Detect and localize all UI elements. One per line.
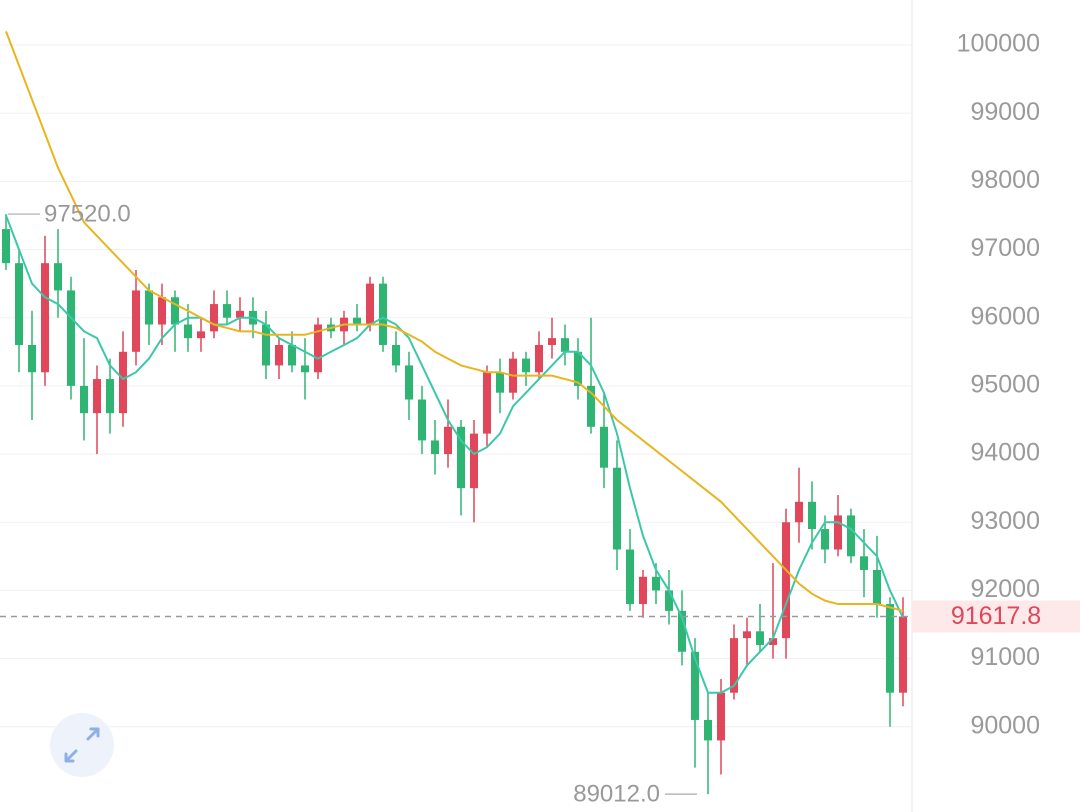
candle-body	[808, 501, 816, 530]
y-tick-label: 96000	[970, 302, 1040, 330]
y-tick-label: 90000	[970, 711, 1040, 739]
y-tick-label: 92000	[970, 575, 1040, 603]
expand-button[interactable]	[50, 713, 114, 777]
expand-icon[interactable]	[64, 727, 100, 763]
low-marker-label: 89012.0	[573, 780, 660, 807]
candle-body	[717, 692, 725, 741]
candle-body	[288, 344, 296, 366]
candle-body	[405, 365, 413, 400]
candle-body	[678, 610, 686, 652]
candle-body	[158, 297, 166, 325]
candle-body	[132, 290, 140, 352]
candle-body	[613, 467, 621, 550]
candle-body	[392, 344, 400, 366]
candle-body	[301, 365, 309, 373]
candle-body	[483, 372, 491, 434]
candle-body	[639, 576, 647, 605]
y-tick-label: 99000	[970, 98, 1040, 126]
candle-body	[236, 310, 244, 318]
candle-body	[860, 556, 868, 570]
candle-body	[600, 426, 608, 468]
candle-body	[106, 379, 114, 414]
candle-body	[548, 338, 556, 345]
candle-body	[379, 283, 387, 345]
candle-body	[496, 372, 504, 393]
candle-body	[54, 263, 62, 291]
candle-body	[795, 501, 803, 523]
candle-body	[41, 263, 49, 373]
candle-body	[444, 426, 452, 455]
y-tick-label: 97000	[970, 234, 1040, 262]
candle-body	[262, 324, 270, 366]
candle-body	[457, 426, 465, 489]
candle-body	[171, 297, 179, 325]
candle-body	[561, 338, 569, 352]
candle-body	[834, 515, 842, 550]
candle-body	[730, 638, 738, 693]
candle-body	[821, 529, 829, 550]
y-tick-label: 95000	[970, 370, 1040, 398]
y-tick-label: 98000	[970, 166, 1040, 194]
candle-body	[743, 631, 751, 639]
candle-body	[418, 399, 426, 441]
y-tick-label: 93000	[970, 507, 1040, 535]
candle-body	[691, 651, 699, 720]
candle-body	[67, 290, 75, 386]
candle-body	[626, 549, 634, 605]
candle-body	[223, 304, 231, 318]
y-tick-label: 94000	[970, 439, 1040, 467]
candle-body	[873, 569, 881, 605]
y-tick-label: 100000	[957, 30, 1040, 58]
moving-average-line	[5, 215, 904, 694]
candle-body	[470, 433, 478, 489]
high-marker-label: 97520.0	[44, 200, 131, 227]
candle-body	[28, 344, 36, 373]
candle-body	[145, 290, 153, 325]
candle-body	[756, 631, 764, 645]
candle-body	[93, 379, 101, 414]
candle-body	[704, 719, 712, 741]
candle-body	[847, 515, 855, 557]
y-tick-label: 91000	[970, 643, 1040, 671]
candle-body	[80, 385, 88, 414]
candle-body	[366, 283, 374, 325]
candle-body	[899, 616, 907, 693]
candle-body	[314, 324, 322, 373]
candle-body	[210, 304, 218, 332]
expand-circle[interactable]	[50, 713, 114, 777]
candle-body	[782, 522, 790, 639]
candle-body	[769, 638, 777, 645]
candle-body	[886, 604, 894, 693]
candle-body	[587, 385, 595, 427]
candle-body	[2, 229, 10, 264]
last-price-tag	[912, 600, 1080, 633]
candle-body	[652, 576, 660, 591]
candle-body	[184, 324, 192, 339]
candle-body	[522, 358, 530, 373]
candle-body	[574, 351, 582, 386]
candle-body	[275, 344, 283, 366]
candle-body	[119, 351, 127, 414]
candle-body	[197, 331, 205, 339]
candle-body	[15, 263, 23, 345]
candle-body	[535, 344, 543, 373]
moving-average-line	[5, 31, 904, 612]
candle-body	[431, 440, 439, 455]
candle-body	[665, 590, 673, 611]
last-price-label: 91617.8	[951, 602, 1041, 630]
candle-body	[353, 317, 361, 325]
